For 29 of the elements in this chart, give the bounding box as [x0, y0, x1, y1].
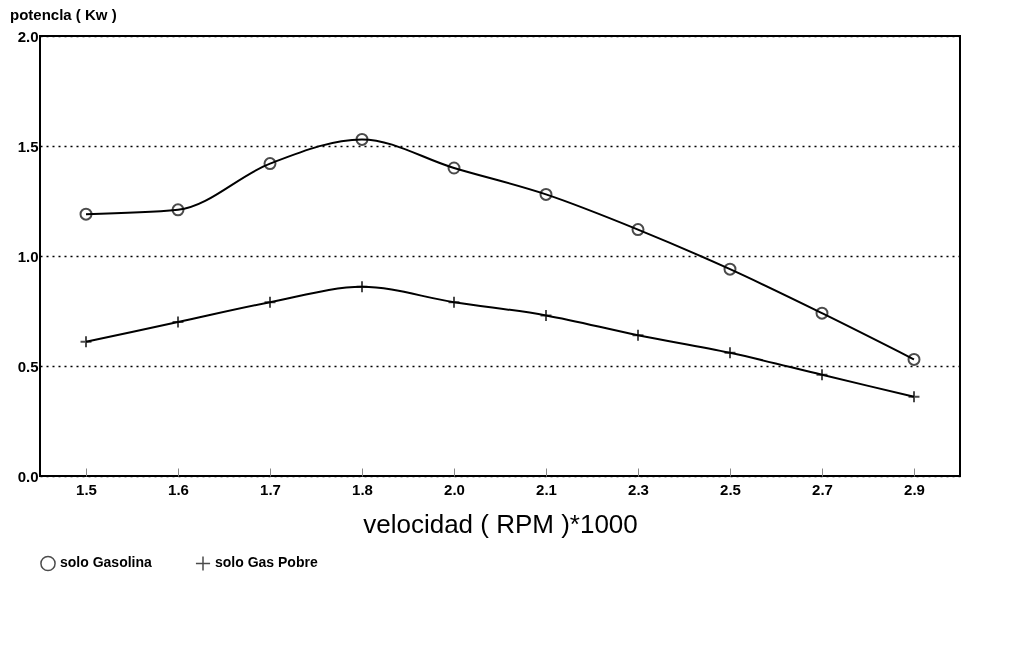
x-tick-label: 2.1 [536, 480, 557, 498]
y-tick-label: 0.5 [17, 357, 39, 375]
x-tick-label: 1.8 [352, 480, 373, 498]
x-tick-label: 2.0 [444, 480, 465, 498]
y-tick-label: 1.0 [17, 247, 39, 265]
y-axis-title: potencla ( Kw ) [10, 6, 117, 23]
x-tick-label: 2.9 [904, 480, 925, 498]
x-tick-label: 1.7 [260, 480, 281, 498]
legend-label: solo Gas Pobre [215, 554, 318, 571]
point [355, 132, 369, 146]
point [171, 203, 185, 217]
point [79, 207, 93, 221]
point [815, 306, 829, 320]
x-tick-label: 1.5 [76, 480, 97, 498]
legend-label: solo Gasolina [60, 554, 153, 571]
y-tick-label: 1.5 [17, 137, 39, 155]
point [631, 223, 645, 237]
point [539, 187, 553, 201]
x-axis-title: velocidad ( RPM )*1000 [363, 508, 638, 539]
point [263, 157, 277, 171]
y-tick-label: 2.0 [17, 27, 39, 45]
x-tick-label: 2.7 [812, 480, 833, 498]
y-tick-label: 0.0 [17, 467, 39, 485]
point [447, 161, 461, 175]
x-tick-label: 2.5 [720, 480, 741, 498]
x-tick-label: 2.3 [628, 480, 649, 498]
x-tick-label: 1.6 [168, 480, 189, 498]
point [907, 352, 921, 366]
point [723, 262, 737, 276]
